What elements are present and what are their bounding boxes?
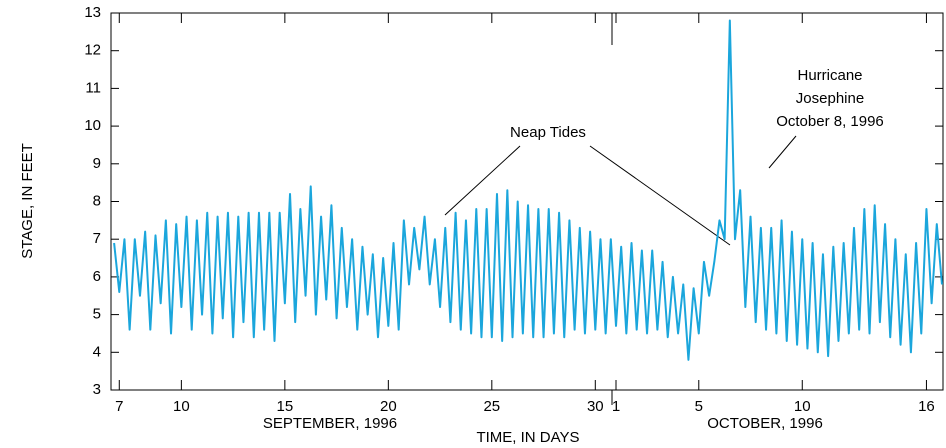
x-tick-label: 20 — [380, 398, 397, 415]
y-tick-label: 6 — [93, 268, 101, 285]
leader-line — [589, 145, 731, 246]
x-tick-label: 25 — [483, 398, 500, 415]
y-tick-label: 4 — [93, 343, 101, 360]
y-axis-title: STAGE, IN FEET — [19, 143, 36, 259]
y-tick-label: 5 — [93, 306, 101, 323]
y-tick-label: 7 — [93, 230, 101, 247]
stage-line — [113, 19, 943, 361]
y-tick-label: 11 — [85, 79, 101, 96]
annotation: October 8, 1996 — [776, 113, 884, 130]
x-tick-label: 16 — [918, 398, 935, 415]
x-tick-label: 7 — [115, 398, 123, 415]
x-tick-label: 10 — [173, 398, 190, 415]
leader-line — [768, 135, 797, 169]
x-tick-label: 10 — [794, 398, 811, 415]
y-tick-label: 8 — [93, 192, 101, 209]
x-axis-title: TIME, IN DAYS — [476, 429, 579, 446]
x-tick-label: 15 — [277, 398, 294, 415]
y-tick-label: 10 — [84, 117, 101, 134]
y-tick-label: 13 — [84, 4, 101, 21]
x-tick-label: 30 — [587, 398, 604, 415]
leader-line — [444, 145, 521, 216]
annotation: Josephine — [796, 90, 864, 107]
month-label: OCTOBER, 1996 — [707, 415, 823, 432]
annotation: Neap Tides — [510, 124, 586, 141]
month-label: SEPTEMBER, 1996 — [263, 415, 397, 432]
x-tick-label: 1 — [612, 398, 620, 415]
y-tick-label: 3 — [93, 381, 101, 398]
y-tick-label: 12 — [84, 42, 101, 59]
y-tick-label: 9 — [93, 155, 101, 172]
annotation: Hurricane — [797, 67, 862, 84]
x-tick-label: 5 — [695, 398, 703, 415]
